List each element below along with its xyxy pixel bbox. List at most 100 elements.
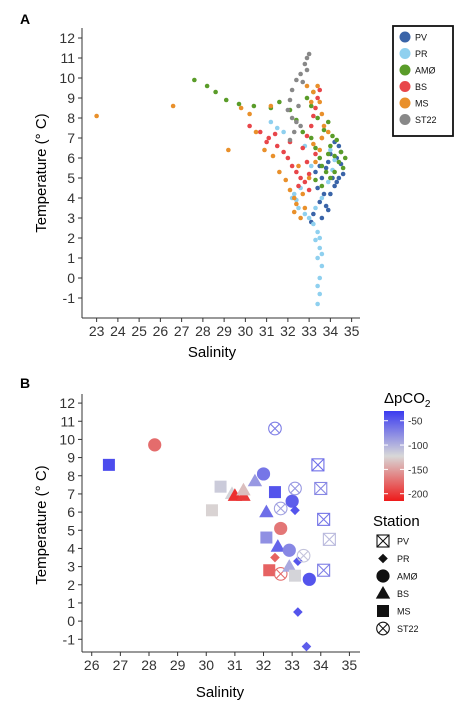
data-point-bs xyxy=(247,473,263,487)
data-point xyxy=(291,209,297,215)
y-tick-label: 7 xyxy=(67,130,75,146)
data-point xyxy=(336,175,342,181)
data-point xyxy=(328,175,333,181)
data-point-amø xyxy=(274,521,288,536)
data-point xyxy=(313,105,318,111)
color-tick-label: -150 xyxy=(408,465,428,476)
data-point xyxy=(285,107,291,113)
data-point xyxy=(302,179,308,185)
data-point xyxy=(315,255,320,261)
data-point xyxy=(302,205,308,211)
legend-label: ST22 xyxy=(415,115,437,125)
data-point-amø xyxy=(282,543,296,557)
data-point xyxy=(247,111,252,117)
data-point xyxy=(317,199,323,205)
data-point xyxy=(274,143,280,149)
data-point-bs xyxy=(282,559,297,572)
legend-label: BS xyxy=(415,82,427,92)
data-point xyxy=(281,149,286,155)
data-point xyxy=(325,179,331,185)
y-tick-label: 12 xyxy=(59,395,75,411)
data-point xyxy=(308,99,314,105)
data-point xyxy=(304,83,310,89)
data-point xyxy=(287,97,293,103)
legend-label: BS xyxy=(397,589,409,599)
data-point xyxy=(298,123,303,129)
legend-label: ST22 xyxy=(397,624,419,634)
data-point xyxy=(238,105,244,111)
data-point xyxy=(302,211,308,217)
data-point xyxy=(306,51,312,57)
legend-marker xyxy=(399,64,411,76)
data-point xyxy=(325,129,331,135)
data-point xyxy=(274,125,280,131)
data-point xyxy=(170,103,176,109)
data-point xyxy=(285,155,291,161)
data-point xyxy=(223,97,229,103)
color-tick-label: -100 xyxy=(408,441,428,452)
data-point xyxy=(304,95,310,101)
x-tick-label: 35 xyxy=(344,323,360,339)
legend-label: PV xyxy=(397,537,409,547)
data-point xyxy=(323,203,329,209)
data-point xyxy=(262,147,267,153)
data-point xyxy=(315,301,320,307)
data-point xyxy=(311,141,316,147)
data-point xyxy=(296,103,301,109)
legend-marker-pr xyxy=(378,553,388,564)
data-point-pv xyxy=(317,563,331,577)
color-tick-label: -50 xyxy=(408,417,423,428)
data-point xyxy=(308,163,314,169)
y-tick-label: 6 xyxy=(67,150,75,166)
data-point xyxy=(277,169,282,175)
data-point-pr xyxy=(301,641,312,652)
data-point xyxy=(298,71,303,77)
x-tick-label: 23 xyxy=(89,323,105,339)
legend-marker xyxy=(399,81,411,92)
y-tick-label: 10 xyxy=(59,431,75,447)
legend-marker-ms xyxy=(377,605,389,617)
panel-a-label: A xyxy=(20,11,30,27)
data-point-amø xyxy=(285,494,299,508)
x-tick-label: 26 xyxy=(153,323,169,339)
data-point xyxy=(289,163,295,169)
y-tick-label: 5 xyxy=(67,170,75,186)
data-point-ms xyxy=(214,480,227,493)
data-point xyxy=(281,129,286,135)
data-point-ms xyxy=(205,504,218,517)
data-point xyxy=(315,83,320,89)
data-point-pv xyxy=(311,458,325,472)
data-point xyxy=(317,275,323,281)
color-legend-ticks: -50 -100 -150 -200 xyxy=(384,417,428,501)
y-tick-label: 7 xyxy=(67,486,75,502)
data-point xyxy=(291,191,297,197)
data-point xyxy=(251,103,257,109)
legend-label: PR xyxy=(397,554,410,564)
data-point xyxy=(264,139,269,145)
legend-marker-amø xyxy=(376,569,390,583)
data-point-pv xyxy=(322,532,336,546)
y-tick-label: 8 xyxy=(67,468,75,484)
data-point xyxy=(289,87,295,93)
x-tick-label: 26 xyxy=(84,657,100,673)
data-point xyxy=(328,147,333,153)
legend-label: PV xyxy=(415,33,427,43)
y-tick-label: 8 xyxy=(67,110,75,126)
y-tick-label: 6 xyxy=(67,504,75,520)
legend-marker xyxy=(399,31,411,43)
data-point xyxy=(311,211,316,217)
data-point xyxy=(313,151,318,157)
data-point xyxy=(342,155,348,161)
data-point xyxy=(319,195,325,201)
data-point xyxy=(213,89,218,95)
data-point xyxy=(325,159,331,165)
data-point-st22 xyxy=(288,481,302,496)
y-tick-label: 3 xyxy=(67,559,75,575)
data-point xyxy=(319,251,325,257)
data-point xyxy=(319,183,325,189)
data-point xyxy=(300,191,306,197)
panel-a-x-ticks: 23 24 25 26 27 28 29 30 31 32 33 34 35 xyxy=(89,318,360,339)
data-point-ms xyxy=(263,564,276,577)
data-point xyxy=(294,119,299,125)
